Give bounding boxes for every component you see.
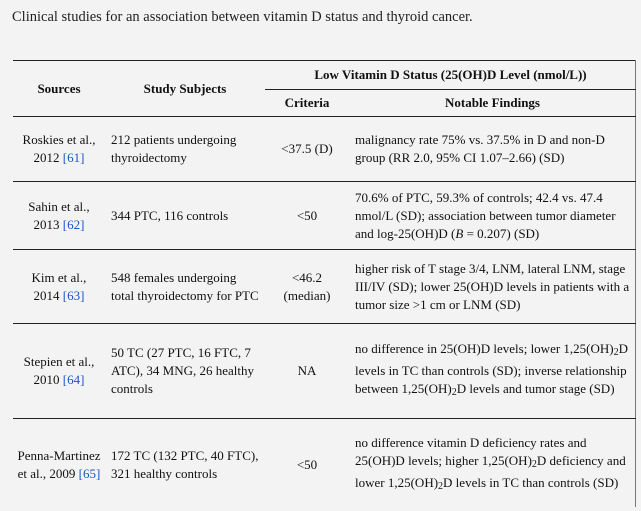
cell-source: Roskies et al., 2012 [61]: [13, 117, 105, 182]
cell-criteria: NA: [265, 324, 349, 419]
cell-criteria: <50: [265, 419, 349, 511]
reference-link[interactable]: [61]: [63, 150, 85, 165]
cell-criteria: <46.2 (median): [265, 250, 349, 324]
cell-source: Stepien et al., 2010 [64]: [13, 324, 105, 419]
cell-findings: malignancy rate 75% vs. 37.5% in D and n…: [349, 117, 636, 182]
cell-subjects: 344 PTC, 116 controls: [105, 182, 265, 250]
header-low-vitamin-d: Low Vitamin D Status (25(OH)D Level (nmo…: [265, 61, 636, 90]
table-row: Sahin et al., 2013 [62] 344 PTC, 116 con…: [13, 182, 636, 250]
reference-link[interactable]: [65]: [79, 466, 101, 481]
cell-findings: no difference vitamin D deficiency rates…: [349, 419, 636, 511]
cell-subjects: 50 TC (27 PTC, 16 FTC, 7 ATC), 34 MNG, 2…: [105, 324, 265, 419]
cell-subjects: 212 patients undergoing thyroidectomy: [105, 117, 265, 182]
cell-subjects: 548 females undergoing total thyroidecto…: [105, 250, 265, 324]
table-row: Kim et al., 2014 [63] 548 females underg…: [13, 250, 636, 324]
reference-link[interactable]: [63]: [63, 288, 85, 303]
cell-subjects: 172 TC (132 PTC, 40 FTC), 321 healthy co…: [105, 419, 265, 511]
reference-link[interactable]: [64]: [63, 372, 85, 387]
cell-findings: no difference in 25(OH)D levels; lower 1…: [349, 324, 636, 419]
cell-criteria: <50: [265, 182, 349, 250]
cell-source: Penna-Martinez et al., 2009 [65]: [13, 419, 105, 511]
table-caption: Clinical studies for an association betw…: [12, 9, 473, 26]
header-findings: Notable Findings: [349, 90, 636, 117]
studies-table: Sources Study Subjects Low Vitamin D Sta…: [13, 61, 636, 511]
cell-findings: higher risk of T stage 3/4, LNM, lateral…: [349, 250, 636, 324]
cell-findings: 70.6% of PTC, 59.3% of controls; 42.4 vs…: [349, 182, 636, 250]
header-subjects: Study Subjects: [105, 61, 265, 117]
cell-source: Sahin et al., 2013 [62]: [13, 182, 105, 250]
cell-criteria: <37.5 (D): [265, 117, 349, 182]
header-sources: Sources: [13, 61, 105, 117]
reference-link[interactable]: [62]: [63, 217, 85, 232]
table-row: Stepien et al., 2010 [64] 50 TC (27 PTC,…: [13, 324, 636, 419]
table-row: Roskies et al., 2012 [61] 212 patients u…: [13, 117, 636, 182]
table-row: Penna-Martinez et al., 2009 [65] 172 TC …: [13, 419, 636, 511]
cell-source: Kim et al., 2014 [63]: [13, 250, 105, 324]
header-criteria: Criteria: [265, 90, 349, 117]
